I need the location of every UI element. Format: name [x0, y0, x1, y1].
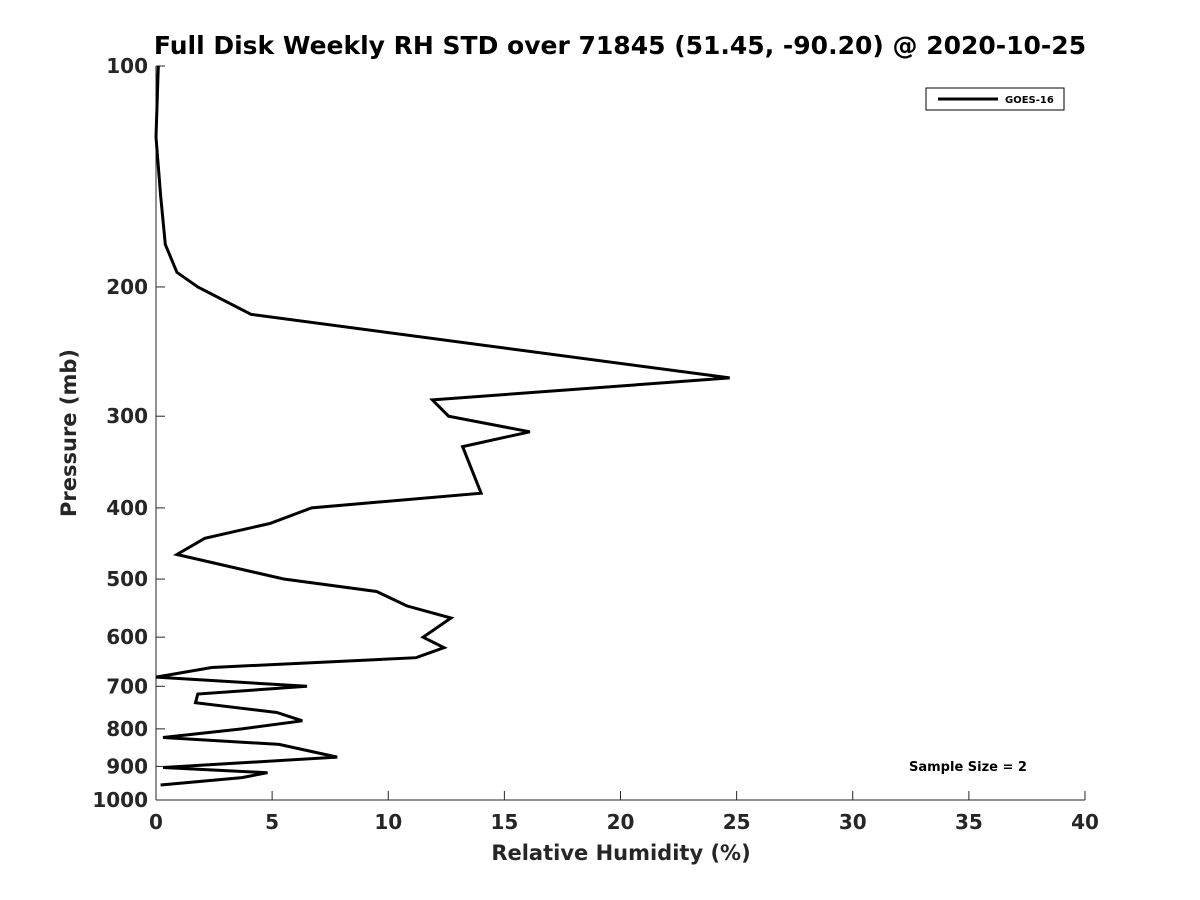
x-tick-label: 20 [607, 810, 635, 834]
y-tick-label: 100 [106, 54, 148, 78]
x-axis-label: Relative Humidity (%) [491, 841, 750, 865]
y-tick-label: 300 [106, 404, 148, 428]
legend: GOES-16 [925, 87, 1065, 111]
y-tick-label: 200 [106, 275, 148, 299]
x-tick-label: 0 [149, 810, 163, 834]
x-tick-label: 30 [839, 810, 867, 834]
chart-title: Full Disk Weekly RH STD over 71845 (51.4… [154, 31, 1086, 60]
y-tick-label: 1000 [92, 788, 148, 812]
x-tick-label: 5 [265, 810, 279, 834]
x-tick-label: 40 [1071, 810, 1099, 834]
y-tick-label: 900 [106, 754, 148, 778]
x-tick-label: 10 [374, 810, 402, 834]
x-tick-label: 25 [723, 810, 751, 834]
y-tick-label: 700 [106, 674, 148, 698]
y-tick-label: 600 [106, 625, 148, 649]
x-tick-label: 35 [955, 810, 983, 834]
series-line-goes-16 [154, 65, 730, 787]
y-axis-label: Pressure (mb) [57, 349, 81, 517]
legend-label-goes16: GOES-16 [1005, 95, 1054, 106]
sample-size-annotation: Sample Size = 2 [909, 760, 1027, 775]
x-tick-label: 15 [490, 810, 518, 834]
y-tick-label: 400 [106, 496, 148, 520]
y-tick-label: 800 [106, 717, 148, 741]
y-tick-label: 500 [106, 567, 148, 591]
plot-area: 0 5 10 15 20 25 30 35 40 100 200 300 400 500 600 700 800… [92, 54, 1099, 834]
